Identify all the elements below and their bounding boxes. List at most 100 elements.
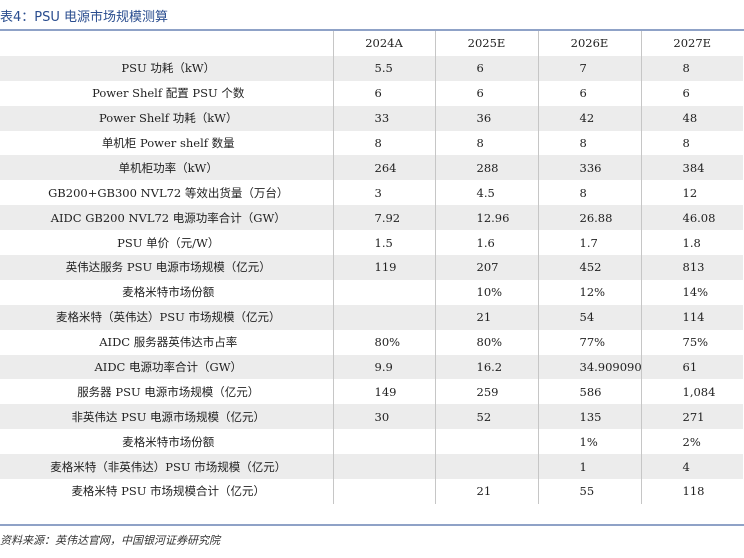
table-header-row: 2024A 2025E 2026E 2027E bbox=[0, 31, 743, 56]
row-value: 8 bbox=[641, 130, 743, 156]
row-value bbox=[333, 279, 436, 305]
row-value: 6 bbox=[641, 80, 743, 106]
row-value: 14% bbox=[641, 279, 743, 305]
header-cell-2026e: 2026E bbox=[538, 31, 642, 56]
row-value bbox=[333, 304, 436, 330]
row-value: 1.5 bbox=[333, 230, 436, 256]
table-row: 单机柜 Power shelf 数量 8 8 8 8 bbox=[0, 130, 743, 156]
row-value: 7.92 bbox=[333, 205, 436, 231]
source-note: 资料来源：英伟达官网，中国银河证券研究院 bbox=[0, 534, 220, 547]
row-value: 1.6 bbox=[435, 230, 539, 256]
row-label: GB200+GB300 NVL72 等效出货量（万台） bbox=[0, 180, 334, 206]
header-cell-2027e: 2027E bbox=[641, 31, 743, 56]
header-cell-2025e: 2025E bbox=[435, 31, 539, 56]
table-row: AIDC GB200 NVL72 电源功率合计（GW） 7.92 12.96 26.8… bbox=[0, 205, 743, 231]
row-label: AIDC 服务器英伟达市占率 bbox=[0, 329, 334, 355]
row-value: 16.2 bbox=[435, 354, 539, 380]
row-label: Power Shelf 配置 PSU 个数 bbox=[0, 80, 334, 106]
row-label: 非英伟达 PSU 电源市场规模（亿元） bbox=[0, 404, 334, 430]
row-label: 服务器 PSU 电源市场规模（亿元） bbox=[0, 379, 334, 405]
row-label: Power Shelf 功耗（kW） bbox=[0, 105, 334, 131]
row-value: 119 bbox=[333, 255, 436, 280]
row-label: 麦格米特市场份额 bbox=[0, 429, 334, 455]
row-value: 6 bbox=[435, 55, 539, 81]
table-row: GB200+GB300 NVL72 等效出货量（万台） 3 4.5 8 12 bbox=[0, 180, 743, 206]
table-row: 服务器 PSU 电源市场规模（亿元） 149 259 586 1,084 bbox=[0, 379, 743, 405]
row-value bbox=[333, 454, 436, 480]
row-value: 10% bbox=[435, 279, 539, 305]
table-row: 麦格米特（非英伟达）PSU 市场规模（亿元） 1 4 bbox=[0, 454, 743, 480]
table-row: PSU 单价（元/W） 1.5 1.6 1.7 1.8 bbox=[0, 230, 743, 256]
table-row: 麦格米特（英伟达）PSU 市场规模（亿元） 21 54 114 bbox=[0, 304, 743, 330]
row-value: 8 bbox=[538, 180, 642, 206]
row-value: 9.9 bbox=[333, 354, 436, 380]
row-value: 1% bbox=[538, 429, 642, 455]
row-value: 34.90909091 bbox=[538, 354, 642, 380]
row-value: 135 bbox=[538, 404, 642, 430]
row-value: 48 bbox=[641, 105, 743, 131]
row-value: 8 bbox=[333, 130, 436, 156]
row-value: 264 bbox=[333, 155, 436, 181]
table-row: 单机柜功率（kW） 264 288 336 384 bbox=[0, 155, 743, 181]
row-label: AIDC 电源功率合计（GW） bbox=[0, 354, 334, 380]
row-value: 6 bbox=[538, 80, 642, 106]
row-value: 207 bbox=[435, 255, 539, 280]
row-value: 4.5 bbox=[435, 180, 539, 206]
row-value: 42 bbox=[538, 105, 642, 131]
header-cell-2024a: 2024A bbox=[333, 31, 436, 56]
row-value: 52 bbox=[435, 404, 539, 430]
row-value: 12 bbox=[641, 180, 743, 206]
row-value: 55 bbox=[538, 479, 642, 504]
row-value: 12% bbox=[538, 279, 642, 305]
row-value: 336 bbox=[538, 155, 642, 181]
table-row: AIDC 电源功率合计（GW）9.916.234.9090909161 bbox=[0, 354, 743, 380]
row-value: 33 bbox=[333, 105, 436, 131]
row-value: 4 bbox=[641, 454, 743, 480]
row-value: 118 bbox=[641, 479, 743, 504]
header-cell-label bbox=[0, 31, 334, 56]
row-value: 586 bbox=[538, 379, 642, 405]
psu-market-table: 2024A 2025E 2026E 2027E PSU 功耗（kW） 5.5 6 7 8… bbox=[0, 31, 743, 504]
table-row: PSU 功耗（kW） 5.5 6 7 8 bbox=[0, 55, 743, 81]
row-value: 1,084 bbox=[641, 379, 743, 405]
row-value: 452 bbox=[538, 255, 642, 280]
row-label: 单机柜 Power shelf 数量 bbox=[0, 130, 334, 156]
row-label: 单机柜功率（kW） bbox=[0, 155, 334, 181]
row-value: 8 bbox=[435, 130, 539, 156]
row-label: AIDC GB200 NVL72 电源功率合计（GW） bbox=[0, 205, 334, 231]
row-value bbox=[435, 454, 539, 480]
row-value: 3 bbox=[333, 180, 436, 206]
row-label: 麦格米特（非英伟达）PSU 市场规模（亿元） bbox=[0, 454, 334, 480]
row-value: 8 bbox=[538, 130, 642, 156]
row-value bbox=[333, 479, 436, 504]
table-row: 麦格米特市场份额 1% 2% bbox=[0, 429, 743, 455]
row-label: PSU 单价（元/W） bbox=[0, 230, 334, 256]
row-value: 271 bbox=[641, 404, 743, 430]
row-value: 114 bbox=[641, 304, 743, 330]
row-value: 6 bbox=[333, 80, 436, 106]
row-value: 61 bbox=[641, 354, 743, 380]
table-row: AIDC 服务器英伟达市占率 80% 80% 77% 75% bbox=[0, 329, 743, 355]
row-label: 麦格米特市场份额 bbox=[0, 279, 334, 305]
row-label: 英伟达服务 PSU 电源市场规模（亿元） bbox=[0, 255, 334, 280]
table-row: 英伟达服务 PSU 电源市场规模（亿元） 119 207 452 813 bbox=[0, 255, 743, 280]
table-row: Power Shelf 配置 PSU 个数 6 6 6 6 bbox=[0, 80, 743, 106]
row-value: 2% bbox=[641, 429, 743, 455]
row-value: 12.96 bbox=[435, 205, 539, 231]
row-value bbox=[435, 429, 539, 455]
row-value: 77% bbox=[538, 329, 642, 355]
table-caption: 表4：PSU 电源市场规模测算 bbox=[0, 10, 169, 25]
row-value: 54 bbox=[538, 304, 642, 330]
row-value: 8 bbox=[641, 55, 743, 81]
row-value: 259 bbox=[435, 379, 539, 405]
row-value bbox=[333, 429, 436, 455]
table-row: Power Shelf 功耗（kW） 33 36 42 48 bbox=[0, 105, 743, 131]
table-row: 麦格米特 PSU 市场规模合计（亿元） 21 55 118 bbox=[0, 479, 743, 504]
row-value: 1.8 bbox=[641, 230, 743, 256]
row-value: 813 bbox=[641, 255, 743, 280]
table-row: 非英伟达 PSU 电源市场规模（亿元） 30 52 135 271 bbox=[0, 404, 743, 430]
row-value: 21 bbox=[435, 304, 539, 330]
bottom-divider bbox=[0, 524, 744, 526]
row-value: 80% bbox=[333, 329, 436, 355]
row-value: 46.08 bbox=[641, 205, 743, 231]
